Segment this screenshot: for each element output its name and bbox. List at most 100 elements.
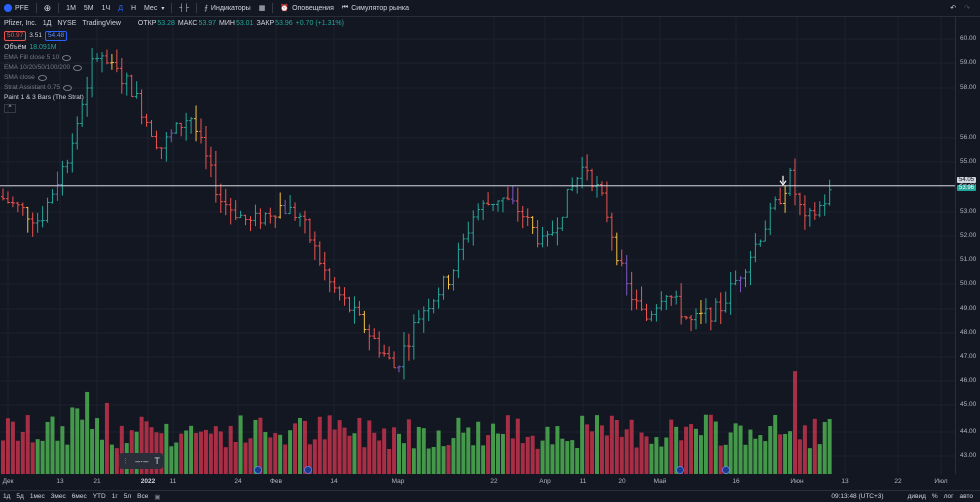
- last-price-tag: 53.96: [957, 185, 977, 191]
- volume-bar: [431, 447, 436, 474]
- indicator-ema-fill[interactable]: EMA Fill close 5 10: [4, 53, 344, 63]
- timeframe-1m[interactable]: 1М: [66, 4, 76, 12]
- volume-bar: [342, 427, 347, 474]
- undo-button[interactable]: ↶: [946, 0, 960, 16]
- indicator-paint-bars[interactable]: Paint 1 & 3 Bars (The Strat): [4, 94, 84, 101]
- top-toolbar: PFE ⊕ 1М 5М 1Ч Д Н Мес ▾ ┤├ ⨍ Индикаторы …: [0, 0, 980, 17]
- volume-bar: [65, 444, 70, 474]
- range-all[interactable]: Все: [137, 493, 149, 500]
- replay-button[interactable]: ⏮ Симулятор рынка: [341, 4, 410, 12]
- volume-bar: [406, 419, 411, 474]
- timeframe-5m[interactable]: 5М: [83, 4, 94, 12]
- range-6m[interactable]: 6мес: [71, 493, 87, 500]
- volume-bar: [575, 447, 580, 474]
- volume-bar: [411, 448, 416, 474]
- volume-bar: [95, 418, 100, 474]
- toggle-log[interactable]: лог: [943, 493, 954, 500]
- eye-icon[interactable]: [73, 65, 83, 71]
- volume-bar: [218, 431, 223, 474]
- floating-drawing-toolbar[interactable]: ⋮ –·– T: [119, 453, 163, 469]
- indicator-strat-assistant[interactable]: Strat Assistant 0.75: [4, 83, 344, 93]
- volume-bar: [733, 423, 738, 474]
- horizontal-line-icon[interactable]: –·–: [135, 456, 149, 466]
- clock-time[interactable]: 09:13:48 (UTC+3): [831, 493, 884, 500]
- toggle-percent[interactable]: %: [931, 493, 938, 500]
- price-tick: 45.00: [960, 401, 977, 408]
- volume-bar: [273, 433, 278, 474]
- volume-bar: [738, 425, 743, 474]
- range-3m[interactable]: 3мес: [50, 493, 66, 500]
- high-label: МАКС: [177, 20, 198, 27]
- volume-bar: [624, 429, 629, 474]
- volume-bar: [565, 441, 570, 474]
- drag-handle-icon[interactable]: ⋮: [122, 458, 130, 465]
- indicators-button[interactable]: ⨍ Индикаторы: [204, 4, 251, 13]
- alerts-button[interactable]: ⏰ Оповещения: [280, 4, 334, 13]
- volume-bar: [1, 440, 5, 474]
- volume-bar: [807, 448, 812, 474]
- volume-bar: [758, 435, 763, 474]
- legend-exchange: NYSE: [57, 20, 77, 27]
- sell-button[interactable]: 50.97: [4, 31, 27, 41]
- calendar-icon[interactable]: ▣: [154, 493, 161, 501]
- timeframe-d[interactable]: Д: [118, 4, 123, 12]
- time-tick: 22: [490, 478, 498, 485]
- indicators-icon: ⨍: [204, 5, 208, 12]
- templates-button[interactable]: ▦: [255, 0, 270, 16]
- volume-bar: [768, 425, 773, 474]
- indicator-ema-multi[interactable]: EMA 10/20/50/100/200: [4, 63, 344, 73]
- range-5y[interactable]: 5л: [123, 493, 132, 500]
- time-tick: Дек: [2, 478, 14, 485]
- volume-bar: [302, 420, 307, 474]
- volume-bar: [451, 438, 456, 474]
- volume-bar: [609, 415, 614, 474]
- text-icon[interactable]: T: [154, 456, 160, 466]
- volume-bar: [570, 440, 575, 474]
- volume-bar: [382, 428, 387, 474]
- volume-bar: [446, 445, 451, 474]
- eye-icon[interactable]: [62, 55, 72, 61]
- toggle-dividends[interactable]: дивид: [907, 493, 926, 500]
- arrow-head: [779, 180, 787, 186]
- toggle-auto[interactable]: авто: [959, 493, 973, 500]
- volume-bar: [278, 434, 283, 474]
- time-tick: Апр: [539, 478, 551, 485]
- volume-bar: [664, 437, 669, 474]
- redo-button[interactable]: ↷: [960, 0, 974, 16]
- timeframe-m[interactable]: Мес ▾: [144, 4, 165, 12]
- volume-bar: [243, 442, 248, 474]
- volume-bar: [545, 426, 550, 474]
- buy-button[interactable]: 54.48: [44, 31, 68, 41]
- volume-bar: [307, 444, 312, 474]
- volume-bar: [129, 430, 134, 474]
- chart-type-button[interactable]: ┤├: [175, 0, 193, 16]
- range-1d[interactable]: 1д: [3, 493, 11, 500]
- volume-bar: [327, 415, 332, 474]
- time-tick: Июл: [934, 478, 948, 485]
- range-5d[interactable]: 5д: [16, 493, 24, 500]
- timeframe-w[interactable]: Н: [130, 4, 137, 12]
- volume-bar: [189, 425, 194, 474]
- add-symbol-button[interactable]: ⊕: [40, 0, 56, 16]
- range-ytd[interactable]: YTD: [92, 493, 106, 500]
- range-1m[interactable]: 1мес: [29, 493, 45, 500]
- price-tick: 48.00: [960, 329, 977, 336]
- volume-bar: [783, 433, 788, 474]
- volume-bar: [119, 425, 124, 474]
- symbol-search[interactable]: PFE: [0, 0, 33, 16]
- volume-bar: [223, 447, 228, 474]
- price-axis[interactable]: [955, 17, 980, 474]
- eye-icon[interactable]: [37, 75, 47, 81]
- range-1y[interactable]: 1г: [111, 493, 118, 500]
- timeframe-1h[interactable]: 1Ч: [101, 4, 111, 12]
- volume-bar: [15, 440, 20, 474]
- chart-pane[interactable]: [0, 17, 955, 474]
- volume-bar: [60, 426, 65, 474]
- collapse-legend-button[interactable]: ^: [4, 104, 16, 113]
- volume-bar: [639, 432, 644, 474]
- indicator-sma[interactable]: SMA close: [4, 73, 344, 83]
- volume-bar: [496, 433, 500, 474]
- volume-bar: [505, 415, 510, 474]
- eye-icon[interactable]: [63, 85, 73, 91]
- price-chart[interactable]: [0, 17, 955, 474]
